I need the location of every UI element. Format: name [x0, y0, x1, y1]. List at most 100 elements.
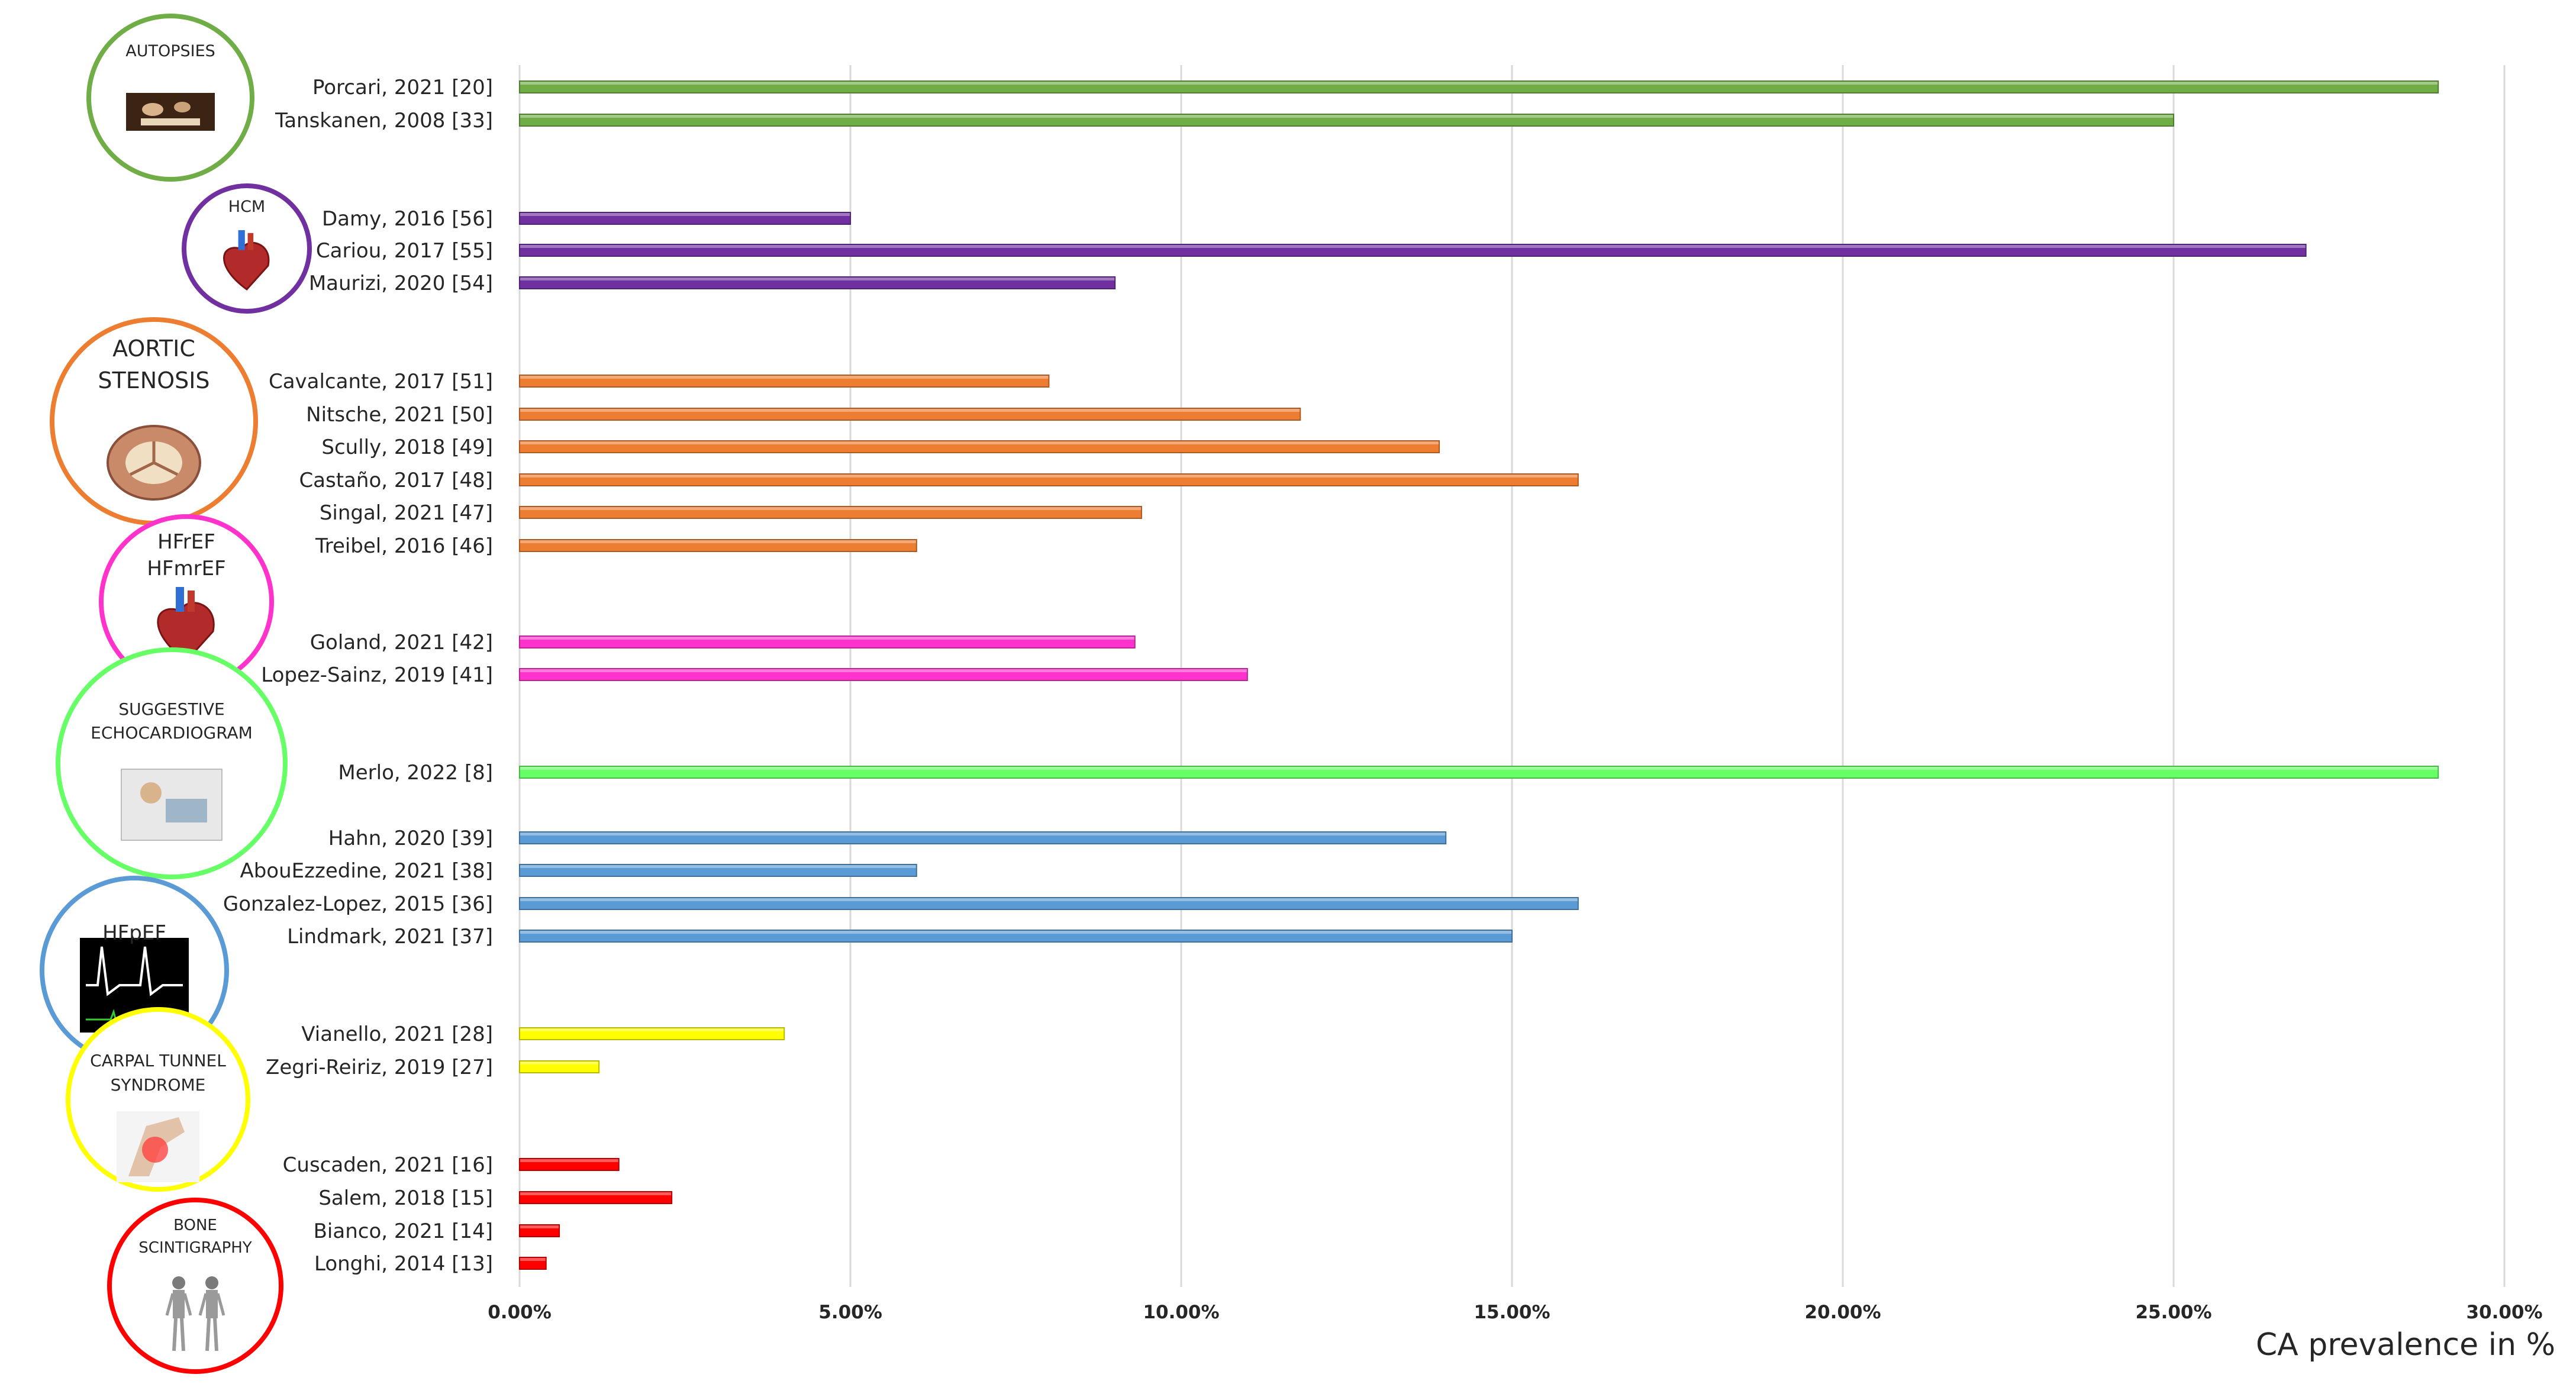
row-label: Tanskanen, 2008 [33]	[275, 109, 493, 133]
bar	[519, 440, 1440, 453]
row-label: Salem, 2018 [15]	[318, 1186, 493, 1210]
bar	[519, 668, 1248, 681]
bar-highlight	[520, 637, 1134, 640]
bar-highlight	[520, 669, 1247, 672]
aortic-valve-icon	[107, 425, 201, 501]
bar	[519, 766, 2439, 779]
row-label: Porcari, 2021 [20]	[312, 76, 493, 99]
bar	[519, 539, 917, 552]
row-label: Gonzalez-Lopez, 2015 [36]	[223, 892, 493, 916]
badge-label: BONE	[173, 1217, 217, 1234]
bar	[519, 831, 1447, 844]
bar-highlight	[520, 1258, 546, 1261]
row-label: Bianco, 2021 [14]	[314, 1220, 493, 1243]
category-badges: AUTOPSIES HCM AORTIC STENOSIS HFrEF HFmrEF SUG…	[40, 14, 312, 1374]
bone-scan-icon	[165, 1276, 225, 1351]
bar-highlight	[520, 898, 1578, 901]
badge-ring	[56, 647, 288, 879]
heart-anatomy-icon	[223, 230, 270, 291]
row-label: Hahn, 2020 [39]	[328, 827, 493, 850]
bar	[519, 635, 1136, 649]
row-label: Maurizi, 2020 [54]	[309, 272, 493, 295]
x-tick-label: 5.00%	[818, 1302, 882, 1323]
bar	[519, 408, 1301, 421]
x-tick-label: 20.00%	[1804, 1302, 1881, 1323]
row-label: Singal, 2021 [47]	[320, 501, 493, 525]
bar-highlight	[520, 475, 1578, 478]
x-tick-label: 25.00%	[2135, 1302, 2211, 1323]
badge-label: HFrEF	[157, 530, 215, 554]
badge-ring	[66, 1007, 250, 1192]
badge-label: HFmrEF	[147, 557, 225, 580]
bar-highlight	[520, 213, 850, 216]
row-labels: Porcari, 2021 [20] Tanskanen, 2008 [33] Da…	[223, 76, 493, 1276]
bar-highlight	[520, 931, 1511, 934]
row-label: Lindmark, 2021 [37]	[287, 925, 493, 949]
bar-highlight	[520, 278, 1115, 280]
autopsy-painting-icon	[126, 93, 215, 131]
bar-highlight	[520, 1192, 672, 1195]
badge-label: SCINTIGRAPHY	[138, 1239, 252, 1257]
row-label: Cuscaden, 2021 [16]	[283, 1153, 493, 1177]
bar	[519, 473, 1579, 486]
category-badge: BONE SCINTIGRAPHY	[107, 1198, 283, 1374]
bar	[519, 80, 2439, 93]
category-badge: CARPAL TUNNEL SYNDROME	[66, 1007, 250, 1192]
bar-highlight	[520, 833, 1446, 835]
x-tick-label: 30.00%	[2466, 1302, 2542, 1323]
bar	[519, 506, 1142, 519]
badge-label: HFpEF	[102, 921, 166, 945]
row-label: Vianello, 2021 [28]	[301, 1022, 493, 1046]
bar-highlight	[520, 82, 2438, 85]
category-badge: SUGGESTIVE ECHOCARDIOGRAM	[56, 647, 288, 879]
x-tick-label: 0.00%	[488, 1302, 552, 1323]
row-label: Zegri-Reiriz, 2019 [27]	[266, 1056, 493, 1079]
bars	[519, 80, 2439, 1270]
x-tick-label: 10.00%	[1143, 1302, 1219, 1323]
bar-highlight	[520, 409, 1300, 412]
bar-highlight	[520, 376, 1049, 379]
bar	[519, 1158, 620, 1171]
badge-label: AORTIC	[112, 335, 195, 362]
echocardiogram-icon	[121, 769, 223, 841]
bar	[519, 212, 851, 225]
badge-ring	[107, 1198, 283, 1374]
badge-label: STENOSIS	[98, 367, 209, 393]
badge-label: SYNDROME	[111, 1075, 206, 1095]
bar	[519, 114, 2174, 127]
category-badge: AORTIC STENOSIS	[50, 317, 258, 525]
bar-highlight	[520, 507, 1141, 510]
bar	[519, 276, 1116, 289]
row-label: Goland, 2021 [42]	[310, 631, 493, 654]
bar	[519, 375, 1050, 388]
row-label: Scully, 2018 [49]	[321, 435, 493, 459]
category-badge: AUTOPSIES	[86, 14, 254, 182]
row-label: Longhi, 2014 [13]	[314, 1252, 493, 1276]
badge-label: HCM	[228, 198, 265, 216]
bar-highlight	[520, 1159, 618, 1162]
row-label: Nitsche, 2021 [50]	[306, 403, 493, 427]
bar	[519, 1224, 560, 1237]
bar	[519, 244, 2307, 257]
bar-highlight	[520, 245, 2306, 248]
badge-label: AUTOPSIES	[125, 42, 215, 60]
bar-highlight	[520, 767, 2438, 770]
row-label: Damy, 2016 [56]	[322, 207, 493, 231]
row-label: Lopez-Sainz, 2019 [41]	[261, 663, 493, 687]
bar-highlight	[520, 540, 916, 543]
row-label: Cariou, 2017 [55]	[316, 239, 493, 263]
category-badge: HFrEF HFmrEF	[99, 514, 274, 689]
row-label: Merlo, 2022 [8]	[338, 761, 493, 785]
row-label: AbouEzzedine, 2021 [38]	[240, 859, 493, 883]
heart-illustration-icon	[157, 587, 215, 663]
row-label: Treibel, 2016 [46]	[315, 534, 493, 558]
x-axis-ticks: 0.00% 5.00% 10.00% 15.00% 20.00% 25.00% 30.00%	[488, 1302, 2542, 1323]
row-label: Cavalcante, 2017 [51]	[269, 370, 493, 393]
bar	[519, 930, 1513, 943]
bar-highlight	[520, 1225, 559, 1228]
bar	[519, 1191, 673, 1204]
bar-highlight	[520, 1062, 599, 1064]
category-badge: HCM	[182, 183, 312, 314]
badge-label: SUGGESTIVE	[118, 699, 224, 719]
